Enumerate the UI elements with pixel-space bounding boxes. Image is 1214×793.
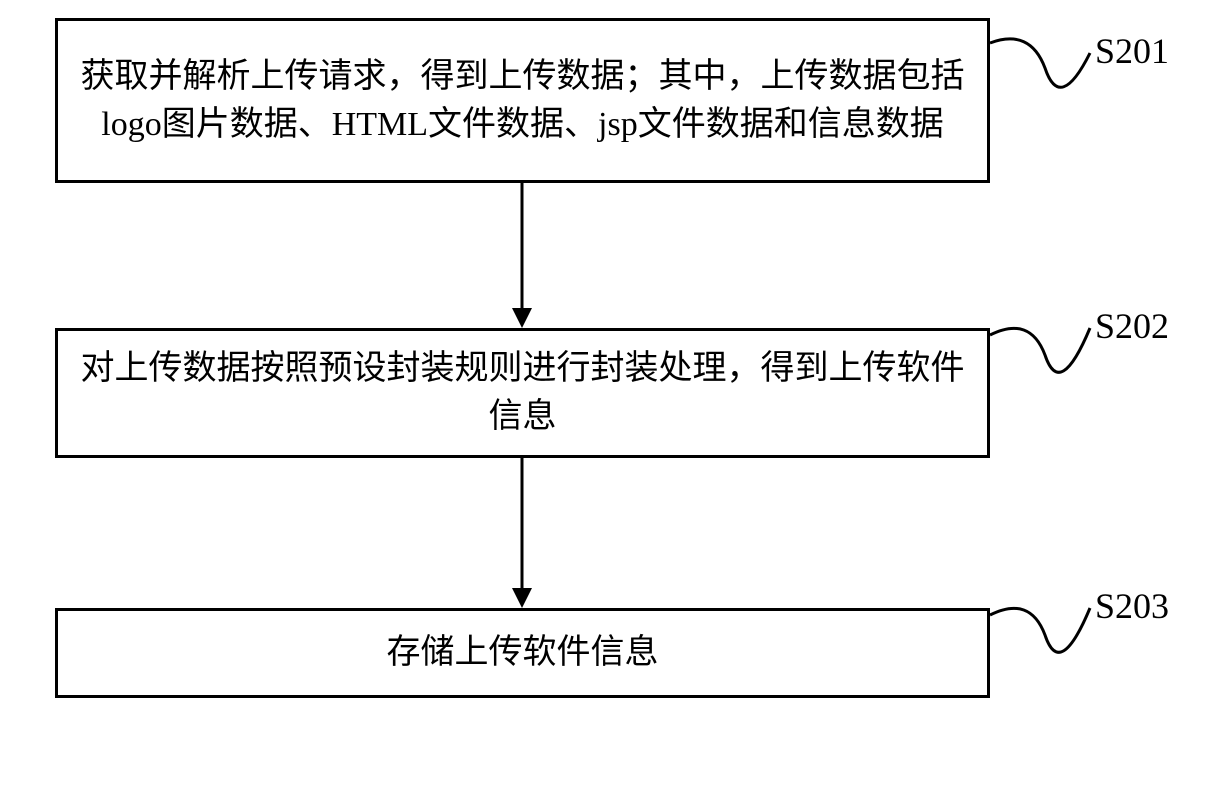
step-label-s202: S202	[1095, 305, 1169, 347]
step-label-s203: S203	[1095, 585, 1169, 627]
step-text-s202: 对上传数据按照预设封装规则进行封装处理，得到上传软件信息	[78, 345, 967, 440]
step-box-s202: 对上传数据按照预设封装规则进行封装处理，得到上传软件信息	[55, 328, 990, 458]
arrow-s202-s203	[504, 458, 540, 608]
flowchart-container: 获取并解析上传请求，得到上传数据；其中，上传数据包括logo图片数据、HTML文…	[0, 0, 1214, 793]
step-text-s203: 存储上传软件信息	[387, 629, 659, 677]
label-connector-s203	[990, 580, 1100, 720]
arrow-s201-s202	[504, 183, 540, 328]
label-connector-s202	[990, 300, 1100, 440]
step-label-s201: S201	[1095, 30, 1169, 72]
step-text-s201: 获取并解析上传请求，得到上传数据；其中，上传数据包括logo图片数据、HTML文…	[78, 53, 967, 148]
label-connector-s201	[990, 18, 1100, 168]
step-box-s201: 获取并解析上传请求，得到上传数据；其中，上传数据包括logo图片数据、HTML文…	[55, 18, 990, 183]
step-box-s203: 存储上传软件信息	[55, 608, 990, 698]
